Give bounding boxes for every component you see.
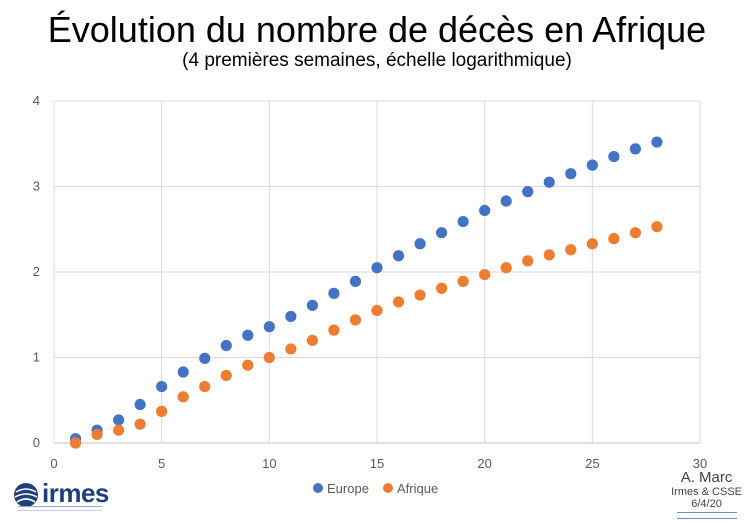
data-point	[651, 221, 663, 233]
data-point	[392, 250, 405, 262]
legend-marker	[383, 483, 393, 493]
data-point	[436, 227, 448, 239]
data-point	[242, 329, 254, 341]
data-point	[113, 414, 125, 426]
data-point	[349, 275, 362, 288]
x-tick-label: 10	[262, 456, 276, 471]
data-point	[457, 275, 469, 288]
data-point	[522, 186, 534, 198]
data-point	[479, 204, 491, 217]
y-tick-label: 0	[33, 435, 40, 450]
data-point	[522, 255, 534, 267]
data-point	[113, 424, 125, 436]
data-point	[156, 380, 168, 393]
data-point	[586, 238, 598, 250]
author-block: A. Marc Irmes & CSSE 6/4/20	[671, 470, 742, 519]
x-tick-label: 0	[50, 456, 57, 471]
chart-subtitle: (4 premières semaines, échelle logarithm…	[182, 50, 572, 71]
irmes-logo: irmes	[12, 478, 109, 514]
legend: Europe Afrique	[313, 481, 438, 496]
data-point	[306, 334, 318, 346]
y-tick-label: 1	[33, 350, 40, 365]
data-point	[263, 321, 275, 333]
data-point	[479, 268, 491, 281]
axis-layer: 0 1 2 3 4 0 5 10 15 20 25 30	[33, 93, 707, 471]
data-point	[199, 352, 211, 364]
data-point	[608, 150, 620, 163]
author-source: Irmes & CSSE	[671, 486, 742, 498]
data-point	[500, 195, 512, 207]
data-point	[371, 262, 383, 274]
logo-text: irmes	[42, 478, 109, 508]
data-point	[392, 296, 405, 308]
data-point	[457, 215, 469, 228]
data-point	[565, 244, 577, 256]
data-point	[543, 249, 555, 261]
data-point	[629, 143, 642, 155]
data-point	[156, 405, 168, 417]
series-europe	[69, 136, 663, 445]
data-point	[565, 168, 577, 180]
data-point	[134, 398, 146, 411]
author-date: 6/4/20	[691, 498, 722, 510]
x-tick-label: 25	[585, 456, 599, 471]
data-point	[543, 176, 555, 188]
x-tick-label: 30	[693, 456, 707, 471]
data-point	[177, 366, 189, 378]
data-point	[349, 314, 362, 326]
data-point	[177, 391, 189, 403]
data-point	[263, 351, 275, 364]
data-point	[500, 262, 512, 274]
y-tick-label: 3	[33, 179, 40, 194]
data-point	[629, 227, 642, 239]
data-point	[220, 369, 232, 382]
data-point	[242, 359, 254, 371]
x-tick-label: 5	[158, 456, 165, 471]
data-point	[608, 233, 620, 245]
chart-title: Évolution du nombre de décès en Afrique	[47, 9, 707, 50]
legend-label: Europe	[327, 481, 369, 496]
data-point	[436, 282, 448, 294]
data-point	[285, 310, 297, 323]
data-point	[328, 287, 340, 299]
grid-layer	[53, 100, 701, 444]
x-tick-label: 20	[477, 456, 491, 471]
series-afrique	[69, 221, 663, 449]
data-point	[91, 428, 103, 441]
data-point	[285, 343, 297, 355]
data-point	[306, 299, 318, 311]
data-point	[414, 238, 426, 250]
data-point	[69, 437, 82, 449]
x-tick-label: 15	[370, 456, 384, 471]
data-point	[220, 339, 232, 352]
data-point	[371, 304, 383, 317]
author-name: A. Marc	[680, 469, 733, 486]
author-link-lines	[676, 512, 737, 519]
y-tick-label: 2	[33, 264, 40, 279]
legend-marker	[313, 483, 323, 493]
y-tick-label: 4	[33, 93, 40, 108]
data-point	[586, 159, 598, 171]
data-point	[328, 324, 340, 336]
globe-icon	[14, 483, 38, 507]
logo-tagline-lines	[18, 506, 102, 511]
data-point	[651, 136, 663, 148]
data-point	[414, 289, 426, 301]
data-point	[199, 380, 211, 393]
data-point	[134, 418, 146, 430]
series-layer	[69, 136, 663, 449]
legend-label: Afrique	[397, 481, 438, 496]
